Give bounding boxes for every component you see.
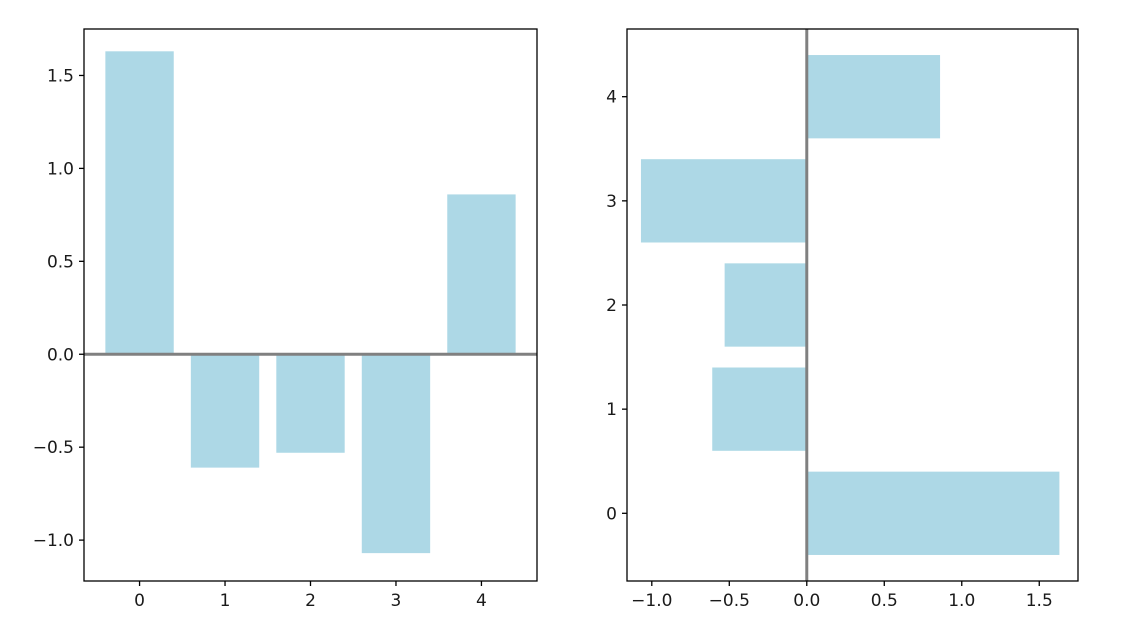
x-tick-label: 0.5 <box>871 591 898 611</box>
left-vertical-bar-chart: 0 1 2 3 4 −1.0 −0.5 0.0 0.5 1.0 1.5 <box>33 28 538 611</box>
x-tick-label: 2 <box>305 591 316 611</box>
y-tick-label: 0.5 <box>47 252 74 272</box>
y-tick-label: 1 <box>606 400 617 420</box>
y-tick-label: −1.0 <box>33 531 74 551</box>
x-tick-label: 1.0 <box>948 591 975 611</box>
y-tick-label: 2 <box>606 296 617 316</box>
right-horizontal-bar-chart: −1.0 −0.5 0.0 0.5 1.0 1.5 0 1 2 3 4 <box>606 28 1079 611</box>
bar-4 <box>806 55 941 139</box>
bar-2 <box>276 354 345 453</box>
y-tick-label: 3 <box>606 192 617 212</box>
bar-1 <box>712 367 807 451</box>
x-tick-label: 0 <box>134 591 145 611</box>
x-tick-label: 1 <box>220 591 231 611</box>
x-tick-label: 4 <box>476 591 487 611</box>
x-tick-label: 1.5 <box>1026 591 1053 611</box>
bar-2 <box>724 263 807 347</box>
bar-1 <box>190 354 260 468</box>
y-tick-label: −0.5 <box>33 438 74 458</box>
y-tick-label: 0.0 <box>47 345 74 365</box>
y-tick-label: 0 <box>606 504 617 524</box>
y-tick-label: 1.5 <box>47 66 74 86</box>
x-tick-label: 3 <box>391 591 402 611</box>
bar-3 <box>640 159 807 243</box>
bar-3 <box>361 354 431 554</box>
y-tick-label: 4 <box>606 88 617 108</box>
bar-4 <box>447 194 516 355</box>
x-tick-label: −0.5 <box>709 591 750 611</box>
x-tick-label: −1.0 <box>631 591 672 611</box>
bar-0 <box>806 471 1060 555</box>
bar-0 <box>105 51 174 355</box>
x-tick-label: 0.0 <box>793 591 820 611</box>
y-tick-label: 1.0 <box>47 159 74 179</box>
